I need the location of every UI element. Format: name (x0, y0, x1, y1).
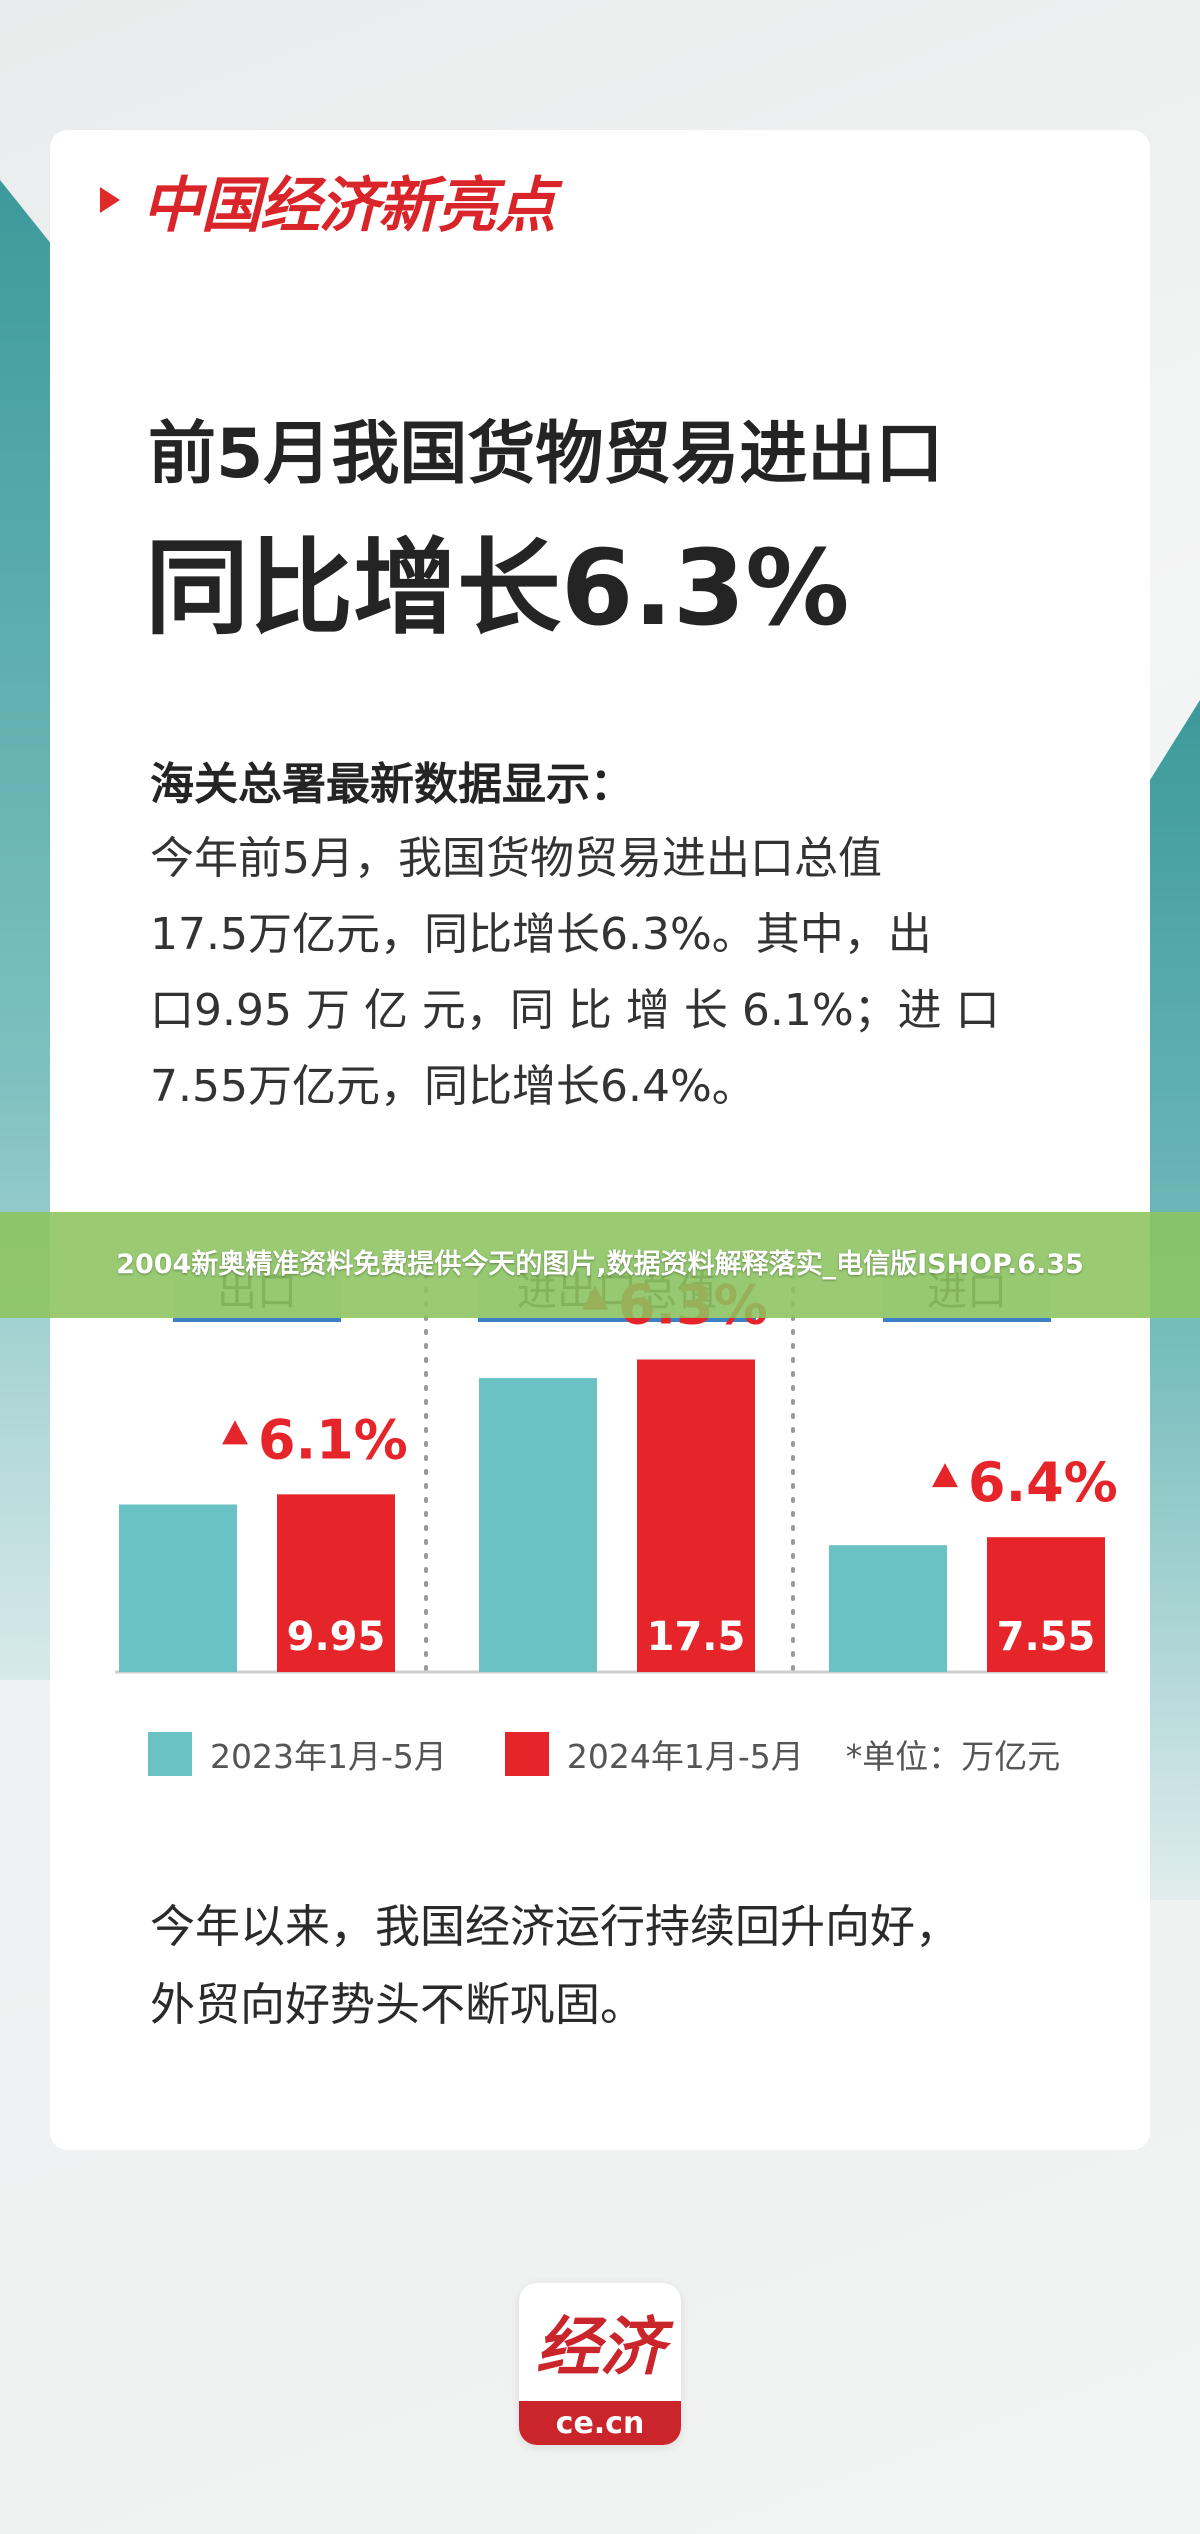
bar-value-label: 7.55 (997, 1614, 1096, 1660)
category-label-underline (883, 1318, 1051, 1322)
logo-mark: 经济 (536, 2310, 664, 2385)
legend-swatch-2024 (504, 1732, 549, 1776)
body-sub-heading: 海关总署最新数据显示： (150, 759, 634, 810)
bar-2023 (829, 1545, 947, 1672)
body-paragraph-line: 口9.95 万 亿 元，同 比 增 长 6.1%；进 口 (150, 985, 1000, 1036)
play-arrow-icon (100, 187, 120, 213)
growth-label: 6.4% (968, 1451, 1118, 1514)
overlay-caption-text: 2004新奥精准资料免费提供今天的图片,数据资料解释落实_电信版ISHOP.6.… (116, 1249, 1084, 1280)
closing-line: 今年以来，我国经济运行持续回升向好， (150, 1900, 961, 1953)
headline-line-1: 前5月我国货物贸易进出口 (148, 415, 944, 494)
unit-note: *单位：万亿元 (845, 1737, 1061, 1776)
legend-item-2024: 2024年1月-5月 (504, 1730, 804, 1778)
brand-tab (50, 130, 672, 270)
growth-label: 6.1% (258, 1408, 408, 1471)
bar-value-label: 9.95 (287, 1614, 386, 1660)
category-label-underline (173, 1318, 341, 1322)
brand-title: 中国经济新亮点 (142, 170, 556, 241)
bar-2024 (277, 1494, 395, 1672)
legend-swatch-2023 (148, 1732, 192, 1776)
category-label-underline (478, 1318, 756, 1322)
logo-domain: ce.cn (519, 2401, 681, 2445)
closing-line: 外贸向好势头不断巩固。 (150, 1978, 646, 2031)
up-triangle-icon (932, 1463, 958, 1488)
body-paragraph-line: 今年前5月，我国货物贸易进出口总值 (150, 833, 882, 884)
legend-item-2023: 2023年1月-5月 (148, 1730, 447, 1778)
bar-2024 (987, 1537, 1105, 1672)
bar-2023 (479, 1378, 597, 1672)
up-triangle-icon (222, 1420, 248, 1445)
body-paragraph-line: 17.5万亿元，同比增长6.3%。其中，出 (150, 909, 932, 960)
body-paragraph-line: 7.55万亿元，同比增长6.4%。 (150, 1061, 756, 1112)
brand-header: 中国经济新亮点 (100, 160, 556, 241)
content-card (50, 130, 1150, 2150)
chart-legend: 2023年1月-5月 2024年1月-5月 *单位：万亿元 (148, 1730, 1060, 1778)
bar-value-label: 17.5 (647, 1614, 746, 1660)
legend-label-2023: 2023年1月-5月 (210, 1737, 447, 1776)
overlay-caption-banner: 2004新奥精准资料免费提供今天的图片,数据资料解释落实_电信版ISHOP.6.… (0, 1212, 1200, 1318)
ce-cn-logo: 经济 ce.cn (519, 2283, 681, 2445)
bar-2023 (119, 1504, 237, 1672)
headline-line-2: 同比增长6.3% (145, 527, 850, 649)
legend-label-2024: 2024年1月-5月 (566, 1737, 804, 1776)
bar-2024 (637, 1359, 755, 1672)
